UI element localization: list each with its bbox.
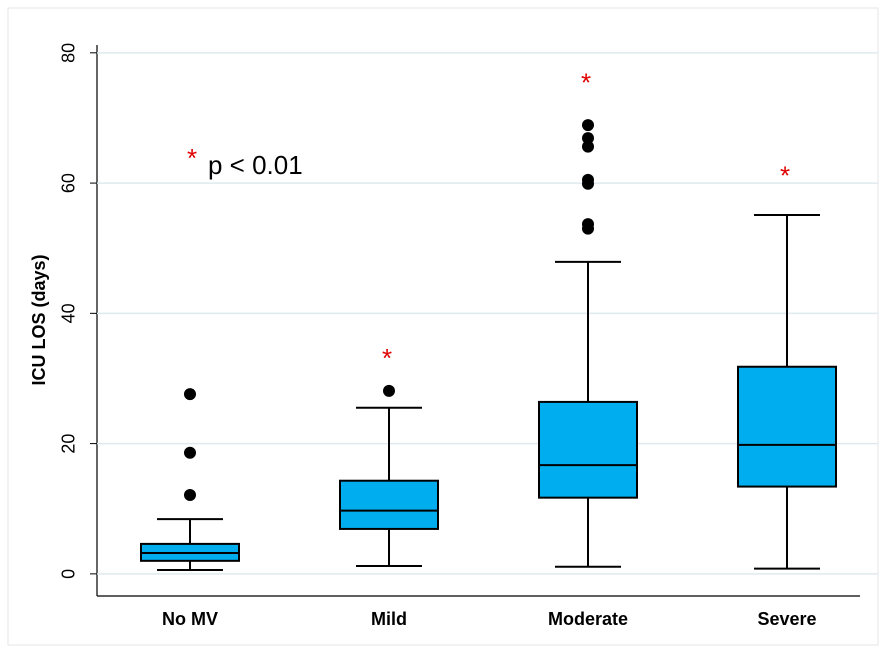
outlier <box>582 140 594 153</box>
note-text: p < 0.01 <box>208 150 303 180</box>
note-marker: * <box>187 143 197 173</box>
x-tick-label: No MV <box>162 609 218 629</box>
outlier <box>582 132 594 145</box>
y-tick-label: 20 <box>59 434 79 454</box>
significance-marker: * <box>581 67 591 97</box>
x-tick-label: Severe <box>757 609 816 629</box>
outlier <box>184 489 196 502</box>
significance-marker: * <box>382 343 392 373</box>
y-axis-label: ICU LOS (days) <box>29 254 49 385</box>
x-tick-label: Mild <box>371 609 407 629</box>
outlier <box>582 173 594 186</box>
y-tick-label: 60 <box>59 173 79 193</box>
outlier <box>184 446 196 459</box>
outlier <box>582 119 594 132</box>
significance-marker: * <box>780 161 790 191</box>
box <box>737 365 837 488</box>
box <box>538 400 638 499</box>
outlier <box>383 384 395 397</box>
outlier <box>184 388 196 401</box>
outlier <box>582 218 594 231</box>
y-tick-label: 40 <box>59 303 79 323</box>
box <box>339 479 439 530</box>
y-tick-label: 0 <box>59 569 79 579</box>
plot-border <box>7 7 879 646</box>
y-tick-label: 80 <box>59 43 79 63</box>
x-tick-label: Moderate <box>548 609 628 629</box>
